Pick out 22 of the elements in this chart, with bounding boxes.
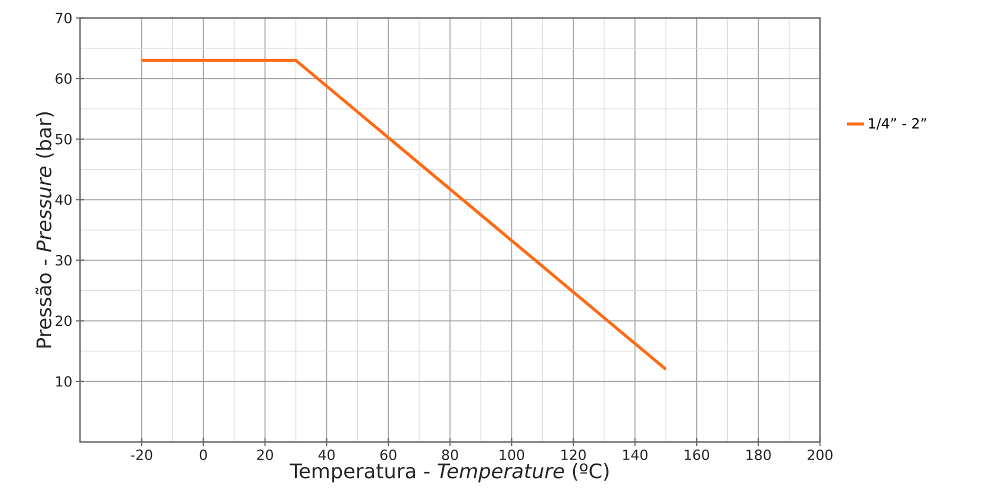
y-tick-label: 40	[55, 194, 72, 206]
legend-label: 1/4” - 2”	[869, 118, 926, 130]
x-axis-title: Temperatura - Temperature (ºC)	[290, 462, 608, 482]
x-tick-label: 160	[684, 450, 710, 460]
y-tick-label: 60	[56, 73, 72, 84]
x-tick-label: 200	[808, 450, 832, 460]
y-axis-title: Pressão - Pressure (bar)	[36, 112, 54, 348]
x-tick-label: 120	[562, 450, 586, 460]
x-tick-label: 80	[442, 450, 458, 460]
y-tick-label: 70	[56, 12, 72, 24]
y-tick-label: 20	[56, 316, 72, 326]
x-tick-label: 40	[318, 450, 335, 460]
y-tick-label: 50	[56, 134, 72, 144]
y-tick-label: 10	[56, 376, 72, 387]
x-tick-label: 180	[746, 450, 771, 460]
x-tick-label: 100	[500, 450, 524, 460]
x-tick-label: 140	[623, 450, 648, 460]
x-tick-label: 60	[380, 450, 396, 460]
y-tick-label: 30	[56, 254, 72, 266]
x-tick-label: 0	[200, 450, 207, 460]
x-tick-label: -20	[130, 450, 152, 460]
x-tick-label: 20	[257, 450, 273, 460]
